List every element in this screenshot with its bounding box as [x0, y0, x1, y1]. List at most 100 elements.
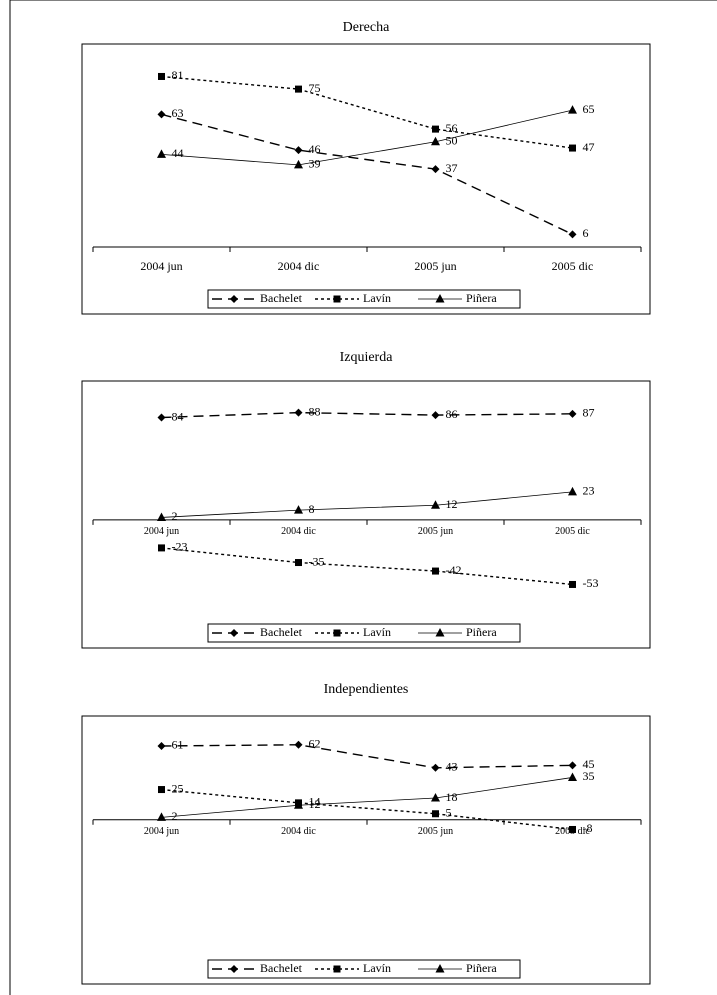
point — [569, 144, 576, 152]
point — [431, 165, 440, 174]
x-tick-label: 2005 dic — [555, 526, 590, 537]
legend-marker — [435, 628, 445, 637]
point — [294, 800, 303, 809]
point — [569, 825, 576, 833]
x-tick-label: 2004 dic — [278, 259, 320, 273]
data-label: 44 — [172, 146, 184, 160]
line — [161, 777, 573, 818]
point — [432, 810, 439, 818]
plot-frame — [81, 380, 651, 649]
data-label: 37 — [446, 161, 458, 175]
data-label: 23 — [583, 484, 595, 498]
legend-label: Lavín — [363, 625, 391, 639]
point — [157, 741, 166, 750]
data-label: 50 — [446, 133, 458, 147]
point — [157, 512, 166, 521]
data-label: 56 — [446, 121, 458, 135]
point — [568, 105, 577, 114]
data-label: 65 — [583, 102, 595, 116]
line — [161, 109, 573, 166]
data-label: 61 — [172, 738, 184, 752]
x-tick-label: 2004 dic — [281, 526, 316, 537]
point — [568, 230, 577, 239]
data-label: 2 — [172, 509, 178, 523]
series: 84 88 86 87 — [157, 404, 595, 423]
series: 2 12 18 35 — [157, 769, 595, 823]
legend-frame — [207, 289, 521, 309]
point — [432, 125, 439, 133]
data-label: 18 — [446, 790, 458, 804]
legend-frame — [207, 623, 521, 643]
data-label: 39 — [309, 157, 321, 171]
point — [295, 85, 302, 93]
data-label: -42 — [446, 563, 462, 577]
data-label: 84 — [172, 409, 184, 423]
x-tick-label: 2005 jun — [418, 526, 453, 537]
series: 63 46 37 6 — [157, 106, 589, 240]
point — [294, 159, 303, 169]
x-tick-label: 2004 jun — [144, 826, 179, 837]
series: 61 62 43 45 — [157, 737, 595, 774]
legend-marker — [435, 294, 445, 303]
x-tick-label: 2005 jun — [418, 826, 453, 837]
data-label: 87 — [583, 406, 595, 420]
point — [157, 812, 166, 821]
legend-label: Lavín — [363, 291, 391, 305]
data-label: 5 — [446, 806, 452, 820]
series: 25 14 5 -8 — [158, 781, 593, 835]
legend-marker — [333, 965, 341, 973]
x-tick-label: 2004 jun — [144, 526, 179, 537]
point — [568, 486, 577, 496]
point — [157, 413, 166, 422]
x-tick-label: 2005 jun — [414, 259, 456, 273]
data-label: 8 — [309, 502, 315, 516]
legend-marker — [333, 295, 341, 303]
data-label: -35 — [309, 554, 325, 568]
plot-frame — [81, 715, 651, 985]
series: -23 -35 -42 -53 — [158, 540, 599, 590]
legend-label: Bachelet — [260, 961, 303, 975]
series: 2 8 12 23 — [157, 484, 595, 523]
x-tick-label: 2005 dic — [552, 259, 594, 273]
data-label: 47 — [583, 140, 595, 154]
legend-label: Piñera — [466, 961, 497, 975]
series: 44 39 50 65 — [157, 102, 595, 171]
data-label: -8 — [583, 821, 593, 835]
x-tick-label: 2004 jun — [140, 259, 182, 273]
chart-title: Independientes — [324, 682, 409, 697]
point — [568, 772, 577, 781]
legend-label: Piñera — [466, 291, 497, 305]
data-label: 46 — [309, 142, 321, 156]
line — [161, 113, 573, 235]
data-label: 25 — [172, 781, 184, 795]
legend-marker — [333, 629, 341, 637]
line — [161, 744, 573, 769]
point — [158, 544, 165, 552]
data-label: 43 — [446, 760, 458, 774]
point — [431, 136, 440, 146]
legend-label: Bachelet — [260, 291, 303, 305]
legend-marker — [230, 965, 238, 973]
data-label: 75 — [309, 81, 321, 95]
legend-label: Piñera — [466, 625, 497, 639]
legend-label: Bachelet — [260, 625, 303, 639]
data-label: 35 — [583, 769, 595, 783]
point — [294, 505, 303, 514]
line — [161, 788, 573, 831]
series: 81 75 56 47 — [158, 68, 595, 154]
line — [161, 411, 573, 419]
point — [294, 146, 303, 155]
legend-marker — [230, 629, 238, 637]
point — [158, 72, 165, 80]
point — [431, 793, 440, 802]
point — [295, 559, 302, 567]
data-label: 45 — [583, 757, 595, 771]
line — [161, 75, 573, 149]
data-label: 12 — [446, 497, 458, 511]
point — [568, 409, 577, 418]
line — [161, 491, 573, 518]
chart-title: Derecha — [343, 20, 390, 35]
data-label: 88 — [309, 404, 321, 418]
data-label: 81 — [172, 68, 184, 82]
data-label: 14 — [309, 795, 321, 809]
